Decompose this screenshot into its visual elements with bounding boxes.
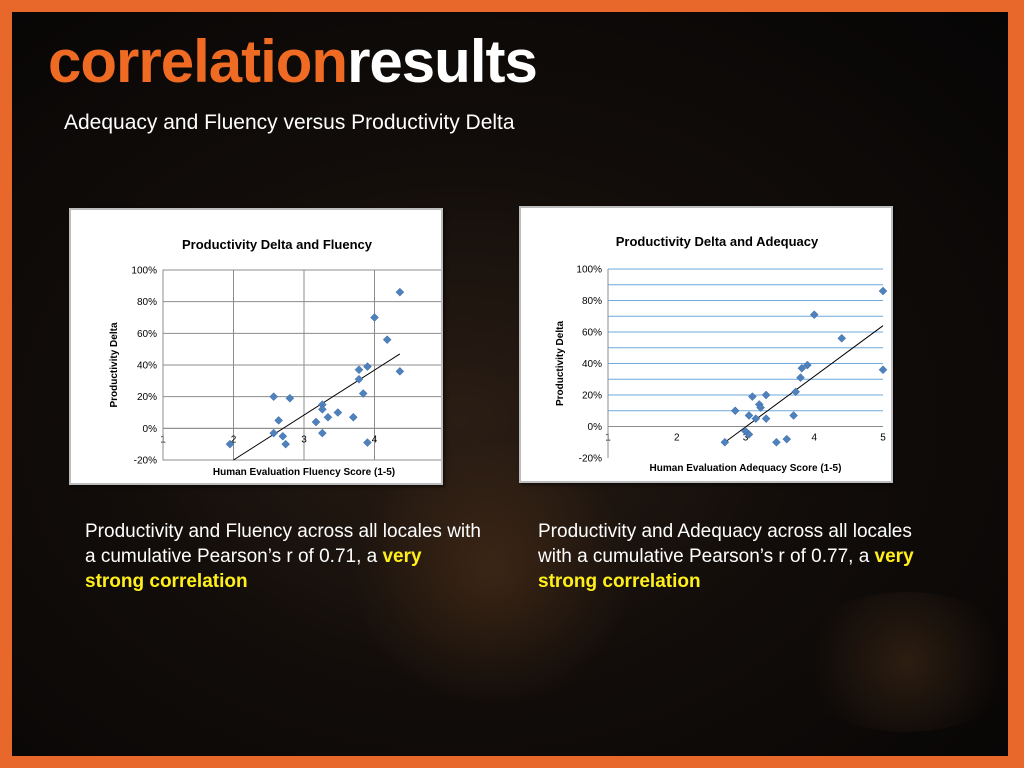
- y-tick-label: 20%: [582, 391, 602, 402]
- y-tick-label: 40%: [582, 359, 602, 370]
- slide-subtitle: Adequacy and Fluency versus Productivity…: [64, 111, 515, 134]
- slide-title-accent: correlation: [48, 28, 348, 95]
- x-tick-label: 3: [743, 433, 749, 444]
- x-tick-label: 3: [301, 434, 307, 445]
- y-tick-label: 60%: [137, 329, 157, 340]
- chart-title: Productivity Delta and Fluency: [182, 237, 373, 252]
- data-point: [358, 389, 368, 398]
- data-point: [878, 286, 888, 296]
- slide-title: correlationresults: [48, 32, 538, 92]
- adequacy-scatter-chart: Productivity Delta and Adequacy -20% 0% 20%…: [555, 234, 888, 474]
- data-point: [744, 430, 754, 439]
- y-tick-label: -20%: [579, 454, 602, 465]
- adequacy-caption-text: Productivity and Adequacy across all loc…: [538, 521, 912, 567]
- y-tick-label: 20%: [137, 392, 157, 403]
- data-point: [797, 363, 807, 373]
- x-tick-label: 2: [231, 434, 237, 445]
- data-point: [878, 365, 888, 375]
- data-point: [761, 390, 771, 400]
- data-point: [761, 414, 771, 423]
- data-point: [348, 412, 358, 422]
- data-point: [837, 333, 847, 343]
- data-point: [317, 404, 327, 414]
- x-tick-label: 4: [372, 434, 378, 445]
- fluency-caption-highlight: very strong correlation: [85, 546, 422, 592]
- data-point: [744, 411, 754, 420]
- background-glow: [792, 592, 1008, 732]
- y-axis-label: Productivity Delta: [109, 322, 120, 407]
- data-point: [756, 403, 765, 412]
- x-tick-label: 5: [880, 433, 886, 444]
- data-point: [720, 437, 730, 447]
- y-tick-label: -20%: [134, 456, 157, 467]
- data-point: [748, 392, 757, 401]
- data-point: [772, 437, 781, 447]
- slide-title-main: results: [347, 28, 538, 95]
- adequacy-chart-panel: Productivity Delta and Adequacy -20% 0% 20%…: [519, 206, 893, 483]
- data-point: [274, 416, 283, 425]
- background-glow: [342, 442, 642, 702]
- y-tick-label: 0%: [143, 424, 158, 435]
- y-tick-label: 100%: [576, 265, 602, 276]
- y-tick-label: 100%: [131, 266, 157, 277]
- y-tick-label: 40%: [137, 361, 157, 372]
- y-tick-label: 80%: [137, 297, 157, 308]
- data-point: [730, 406, 740, 416]
- data-point: [382, 335, 392, 345]
- chart-title: Productivity Delta and Adequacy: [616, 234, 819, 249]
- y-tick-label: 0%: [588, 422, 603, 433]
- data-point: [278, 431, 288, 441]
- data-point: [803, 360, 812, 370]
- data-point: [285, 393, 295, 403]
- data-point: [281, 439, 291, 449]
- data-point: [796, 373, 805, 383]
- adequacy-caption: Productivity and Adequacy across all loc…: [538, 519, 938, 594]
- data-point: [354, 374, 364, 384]
- x-tick-label: 4: [811, 433, 817, 444]
- data-point: [311, 417, 321, 427]
- trend-line: [233, 353, 401, 461]
- data-point: [370, 313, 379, 322]
- data-point: [395, 287, 405, 297]
- data-point: [363, 438, 372, 447]
- y-tick-label: 80%: [582, 296, 602, 307]
- x-axis-label: Human Evaluation Adequacy Score (1-5): [650, 463, 842, 474]
- y-tick-label: 60%: [582, 328, 602, 339]
- adequacy-caption-highlight: very strong correlation: [538, 546, 914, 592]
- trend-line: [724, 325, 884, 443]
- data-point: [225, 439, 235, 449]
- data-point: [269, 392, 279, 402]
- slide: correlationresults Adequacy and Fluency …: [12, 12, 1008, 756]
- data-point: [809, 310, 819, 320]
- fluency-caption-text: Productivity and Fluency across all loca…: [85, 521, 482, 567]
- y-axis-label: Productivity Delta: [555, 321, 566, 406]
- data-point: [269, 428, 279, 438]
- x-tick-label: 2: [674, 433, 680, 444]
- data-point: [317, 428, 327, 438]
- data-point: [782, 434, 792, 444]
- x-axis-label: Human Evaluation Fluency Score (1-5): [213, 467, 395, 478]
- data-point: [333, 408, 343, 417]
- fluency-caption: Productivity and Fluency across all loca…: [85, 519, 485, 594]
- data-point: [395, 366, 405, 376]
- data-point: [791, 387, 801, 397]
- data-point: [323, 412, 333, 422]
- data-point: [363, 362, 372, 371]
- data-point: [354, 365, 364, 375]
- fluency-scatter-chart: Productivity Delta and Fluency -20% 0% 20% 4…: [109, 237, 441, 478]
- data-point: [789, 411, 798, 420]
- data-point: [751, 414, 761, 423]
- fluency-chart-panel: Productivity Delta and Fluency -20% 0% 20% 4…: [69, 208, 443, 485]
